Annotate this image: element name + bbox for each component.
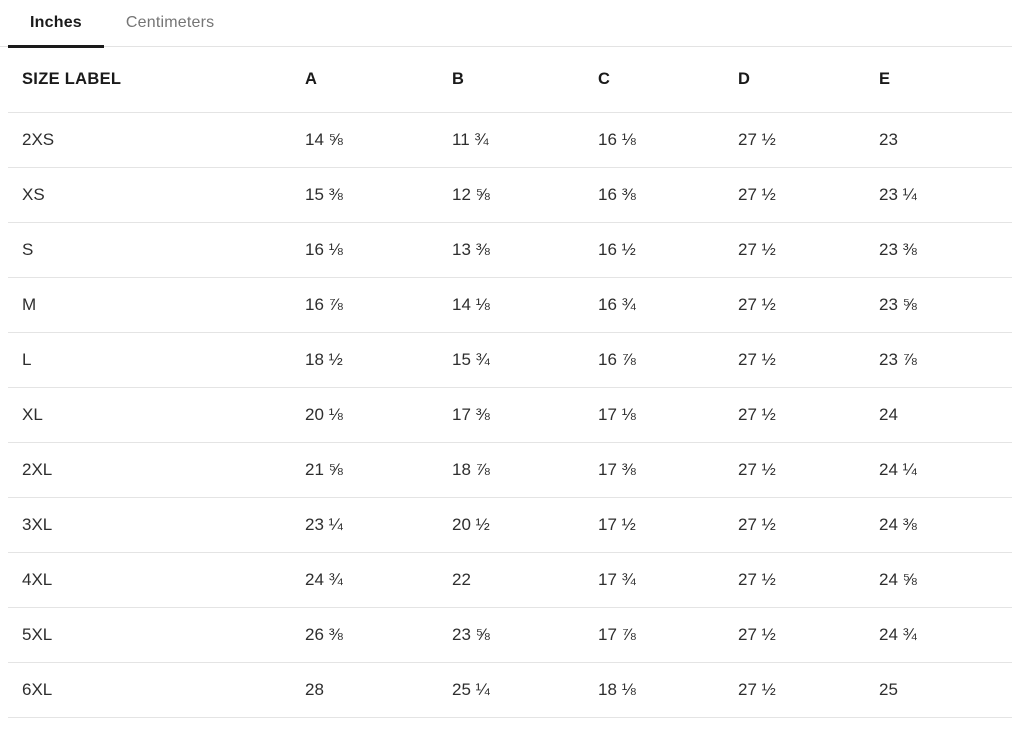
measurement-cell: 16 ⅞	[598, 332, 738, 388]
measurement-cell: 20 ⅛	[305, 387, 452, 443]
table-row: 4XL 24 ¾ 22 17 ¾ 27 ½ 24 ⅝	[8, 552, 1012, 608]
size-label-cell: M	[8, 277, 305, 333]
measurement-cell: 16 ⅛	[598, 112, 738, 168]
measurement-cell: 25	[879, 662, 1012, 718]
measurement-cell: 23 ⅜	[879, 222, 1012, 278]
measurement-cell: 20 ½	[452, 497, 598, 553]
measurement-cell: 27 ½	[738, 607, 879, 663]
measurement-cell: 17 ⅞	[598, 607, 738, 663]
measurement-cell: 11 ¾	[452, 112, 598, 168]
measurement-cell: 24 ¾	[879, 607, 1012, 663]
measurement-cell: 27 ½	[738, 552, 879, 608]
header-row: SIZE LABEL A B C D E	[8, 47, 1012, 113]
measurement-cell: 23 ¼	[879, 167, 1012, 223]
measurement-cell: 23	[879, 112, 1012, 168]
measurement-cell: 27 ½	[738, 222, 879, 278]
size-label-cell: 2XS	[8, 112, 305, 168]
measurement-cell: 18 ½	[305, 332, 452, 388]
measurement-cell: 12 ⅝	[452, 167, 598, 223]
measurement-cell: 16 ⅞	[305, 277, 452, 333]
size-chart-table: SIZE LABEL A B C D E 2XS 14 ⅝ 11 ¾ 16 ⅛ 27 ½…	[8, 47, 1012, 718]
table-row: XS 15 ⅜ 12 ⅝ 16 ⅜ 27 ½ 23 ¼	[8, 167, 1012, 223]
measurement-cell: 28	[305, 662, 452, 718]
measurement-cell: 17 ¾	[598, 552, 738, 608]
table-row: 2XL 21 ⅝ 18 ⅞ 17 ⅜ 27 ½ 24 ¼	[8, 442, 1012, 498]
size-label-cell: S	[8, 222, 305, 278]
measurement-cell: 27 ½	[738, 277, 879, 333]
measurement-cell: 24 ⅝	[879, 552, 1012, 608]
measurement-cell: 15 ¾	[452, 332, 598, 388]
table-row: 5XL 26 ⅜ 23 ⅝ 17 ⅞ 27 ½ 24 ¾	[8, 607, 1012, 663]
tab-inches-label: Inches	[30, 14, 82, 31]
size-chart-header: SIZE LABEL A B C D E	[8, 47, 1012, 113]
measurement-cell: 16 ½	[598, 222, 738, 278]
column-header-c: C	[598, 47, 738, 113]
column-header-size-label: SIZE LABEL	[8, 47, 305, 113]
measurement-cell: 16 ⅛	[305, 222, 452, 278]
table-row: 6XL 28 25 ¼ 18 ⅛ 27 ½ 25	[8, 662, 1012, 718]
size-label-cell: XS	[8, 167, 305, 223]
table-row: L 18 ½ 15 ¾ 16 ⅞ 27 ½ 23 ⅞	[8, 332, 1012, 388]
measurement-cell: 24 ¼	[879, 442, 1012, 498]
table-row: XL 20 ⅛ 17 ⅜ 17 ⅛ 27 ½ 24	[8, 387, 1012, 443]
tab-inches[interactable]: Inches	[8, 0, 104, 48]
column-header-e: E	[879, 47, 1012, 113]
tab-centimeters[interactable]: Centimeters	[104, 0, 236, 46]
size-label-cell: 6XL	[8, 662, 305, 718]
measurement-cell: 17 ⅛	[598, 387, 738, 443]
column-header-a: A	[305, 47, 452, 113]
measurement-cell: 23 ¼	[305, 497, 452, 553]
measurement-cell: 22	[452, 552, 598, 608]
column-header-d: D	[738, 47, 879, 113]
measurement-cell: 16 ⅜	[598, 167, 738, 223]
table-row: 3XL 23 ¼ 20 ½ 17 ½ 27 ½ 24 ⅜	[8, 497, 1012, 553]
measurement-cell: 27 ½	[738, 497, 879, 553]
measurement-cell: 13 ⅜	[452, 222, 598, 278]
measurement-cell: 25 ¼	[452, 662, 598, 718]
measurement-cell: 14 ⅛	[452, 277, 598, 333]
column-header-b: B	[452, 47, 598, 113]
measurement-cell: 17 ⅜	[452, 387, 598, 443]
measurement-cell: 27 ½	[738, 442, 879, 498]
measurement-cell: 18 ⅞	[452, 442, 598, 498]
measurement-cell: 16 ¾	[598, 277, 738, 333]
measurement-cell: 17 ⅜	[598, 442, 738, 498]
measurement-cell: 18 ⅛	[598, 662, 738, 718]
measurement-cell: 26 ⅜	[305, 607, 452, 663]
size-label-cell: 2XL	[8, 442, 305, 498]
measurement-cell: 23 ⅝	[452, 607, 598, 663]
table-row: 2XS 14 ⅝ 11 ¾ 16 ⅛ 27 ½ 23	[8, 112, 1012, 168]
size-label-cell: L	[8, 332, 305, 388]
measurement-cell: 23 ⅞	[879, 332, 1012, 388]
measurement-cell: 27 ½	[738, 112, 879, 168]
measurement-cell: 27 ½	[738, 387, 879, 443]
table-row: S 16 ⅛ 13 ⅜ 16 ½ 27 ½ 23 ⅜	[8, 222, 1012, 278]
measurement-cell: 21 ⅝	[305, 442, 452, 498]
size-label-cell: XL	[8, 387, 305, 443]
measurement-cell: 14 ⅝	[305, 112, 452, 168]
measurement-cell: 24 ⅜	[879, 497, 1012, 553]
size-label-cell: 3XL	[8, 497, 305, 553]
table-row: M 16 ⅞ 14 ⅛ 16 ¾ 27 ½ 23 ⅝	[8, 277, 1012, 333]
size-label-cell: 5XL	[8, 607, 305, 663]
measurement-cell: 27 ½	[738, 167, 879, 223]
unit-tabbar: Inches Centimeters	[0, 0, 1012, 48]
measurement-cell: 27 ½	[738, 332, 879, 388]
size-label-cell: 4XL	[8, 552, 305, 608]
measurement-cell: 23 ⅝	[879, 277, 1012, 333]
measurement-cell: 17 ½	[598, 497, 738, 553]
measurement-cell: 24 ¾	[305, 552, 452, 608]
tab-centimeters-label: Centimeters	[125, 14, 215, 31]
measurement-cell: 15 ⅜	[305, 167, 452, 223]
measurement-cell: 24	[879, 387, 1012, 443]
measurement-cell: 27 ½	[738, 662, 879, 718]
